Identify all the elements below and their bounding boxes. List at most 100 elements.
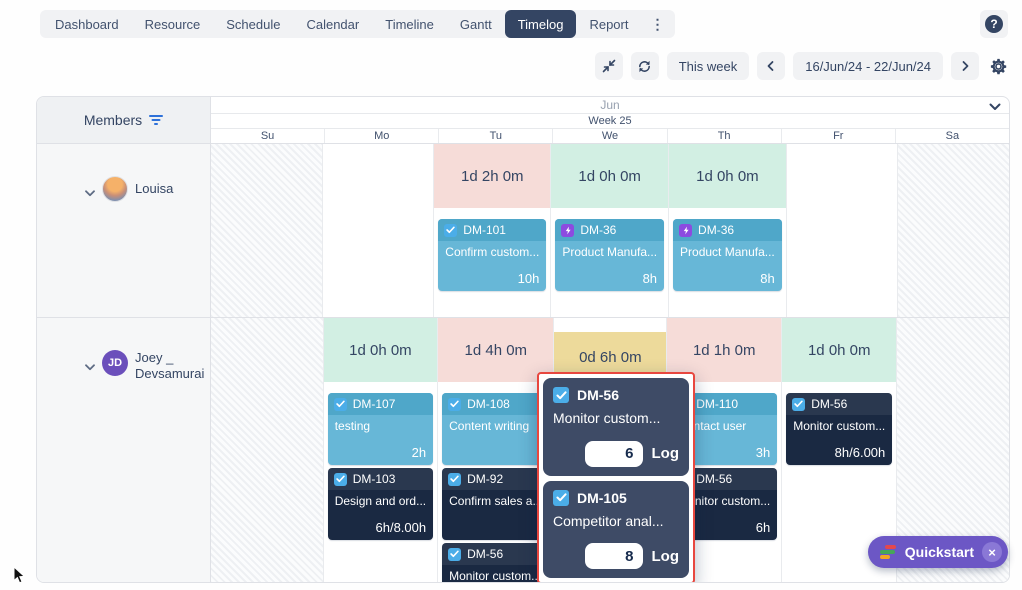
task-card[interactable]: DM-56 Monitor custom... 8h/6.00h: [786, 393, 893, 465]
card-title: Product Manufa...: [680, 245, 775, 259]
day-header-fr: Fr: [782, 129, 896, 143]
tab-resource[interactable]: Resource: [144, 16, 201, 32]
log-hours-input[interactable]: [584, 543, 643, 569]
daily-total-badge[interactable]: 1d 0h 0m: [551, 144, 669, 208]
daily-total-badge[interactable]: 1d 0h 0m: [669, 144, 786, 208]
log-popup-item[interactable]: DM-56 Monitor custom... Log: [543, 378, 689, 476]
card-code: DM-56: [696, 472, 733, 486]
month-header: Jun: [211, 97, 1009, 114]
next-week-button[interactable]: [951, 52, 979, 80]
week-grid: 1d 2h 0m DM-101 Confirm custom... 10h 1d…: [211, 144, 1009, 317]
chevron-left-icon: [767, 61, 774, 71]
task-check-icon: [444, 223, 458, 237]
collapse-member-icon[interactable]: [85, 184, 95, 202]
task-check-icon: [792, 397, 806, 411]
popup-card-code: DM-105: [577, 489, 627, 506]
task-check-icon: [553, 387, 569, 403]
day-cell-mo: [323, 144, 435, 317]
popup-card-title: Competitor anal...: [553, 512, 664, 529]
card-code: DM-36: [580, 223, 617, 237]
day-cell-su: [211, 318, 324, 582]
tab-timeline[interactable]: Timeline: [385, 16, 434, 32]
member-cell-louisa[interactable]: Louisa: [37, 144, 211, 317]
prev-week-button[interactable]: [757, 52, 786, 80]
refresh-icon: [639, 60, 651, 72]
card-hours: 6h/8.00h: [375, 520, 427, 535]
daily-total-badge[interactable]: 1d 0h 0m: [782, 318, 897, 382]
task-card[interactable]: DM-108 Content writing: [442, 393, 550, 465]
day-header-th: Th: [668, 129, 782, 143]
task-card[interactable]: DM-92 Confirm sales a...: [442, 468, 550, 540]
member-cell-joey[interactable]: JD Joey _ Devsamurai: [37, 318, 211, 582]
day-cell-we: 1d 0h 0m DM-36 Product Manufa... 8h: [551, 144, 670, 317]
daily-total-badge[interactable]: 1d 4h 0m: [438, 318, 554, 382]
tab-dashboard[interactable]: Dashboard: [55, 16, 119, 32]
daily-total-badge[interactable]: 1d 2h 0m: [434, 144, 551, 208]
task-check-icon: [553, 489, 569, 506]
member-name: Louisa: [135, 181, 174, 196]
tab-schedule[interactable]: Schedule: [226, 16, 281, 32]
card-hours: 8h/6.00h: [834, 445, 886, 460]
tab-timelog[interactable]: Timelog: [504, 10, 577, 38]
card-title: Monitor custom...: [793, 419, 886, 433]
epic-bolt-icon: [561, 223, 575, 237]
tab-gantt[interactable]: Gantt: [459, 16, 492, 32]
task-card[interactable]: DM-101 Confirm custom... 10h: [438, 219, 547, 291]
card-code: DM-103: [352, 472, 396, 486]
collapse-member-icon[interactable]: [85, 358, 95, 376]
this-week-button[interactable]: This week: [666, 52, 750, 80]
collapse-timeline-icon[interactable]: [989, 100, 1001, 114]
card-title: Product Manufa...: [562, 245, 658, 259]
log-button[interactable]: Log: [651, 547, 680, 565]
log-hours-input[interactable]: [584, 440, 643, 467]
log-popup-item[interactable]: DM-105 Competitor anal... Log: [543, 480, 689, 578]
day-header-tu: Tu: [439, 129, 554, 143]
card-hours: 8h: [760, 271, 775, 286]
card-title: Confirm custom...: [445, 245, 540, 259]
refresh-button[interactable]: [630, 52, 659, 80]
daily-total-badge[interactable]: 1d 1h 0m: [667, 318, 782, 382]
member-row-joey: JD Joey _ Devsamurai 1d 0h 0m DM-107 test…: [37, 318, 1009, 582]
daily-total-badge[interactable]: 1d 0h 0m: [323, 318, 438, 382]
view-toolbar: This week 16/Jun/24 - 22/Jun/24: [594, 52, 1010, 80]
popup-card-title: Monitor custom...: [553, 410, 661, 426]
quickstart-close-icon[interactable]: ×: [982, 542, 1002, 562]
members-header: Members: [37, 97, 211, 144]
filter-icon[interactable]: [149, 114, 164, 126]
collapse-button[interactable]: [594, 52, 623, 80]
week-header: Week 25: [211, 114, 1009, 129]
quickstart-label: Quickstart: [904, 544, 974, 560]
task-check-icon: [448, 547, 462, 561]
date-range-button[interactable]: 16/Jun/24 - 22/Jun/24: [793, 52, 943, 80]
quickstart-logo-icon: [879, 544, 897, 560]
card-hours: 10h: [517, 271, 540, 286]
epic-bolt-icon: [679, 223, 693, 237]
chevron-right-icon: [962, 61, 969, 71]
card-title: Design and ord...: [334, 494, 427, 508]
task-card[interactable]: DM-56 Monitor custom...: [442, 543, 550, 582]
day-cell-tu: 1d 2h 0m DM-101 Confirm custom... 10h: [434, 144, 552, 317]
card-code: DM-36: [698, 223, 735, 237]
day-cell-tu: 1d 4h 0m DM-108 Content writing DM-92 Co…: [438, 318, 555, 582]
day-cell-sa: [898, 144, 1009, 317]
tab-calendar[interactable]: Calendar: [306, 16, 360, 32]
month-label: Jun: [600, 98, 620, 112]
task-card[interactable]: DM-36 Product Manufa... 8h: [673, 219, 782, 291]
day-cell-su: [211, 144, 323, 317]
card-code: DM-108: [467, 397, 510, 411]
tab-report[interactable]: Report: [589, 16, 629, 32]
popup-card-code: DM-56: [577, 387, 620, 403]
task-card[interactable]: DM-36 Product Manufa... 8h: [555, 219, 665, 291]
card-code: DM-56: [811, 397, 848, 411]
settings-button[interactable]: [987, 57, 1010, 76]
task-check-icon: [333, 397, 347, 411]
avatar-joey: JD: [102, 350, 128, 376]
log-button[interactable]: Log: [651, 445, 680, 462]
help-button[interactable]: ?: [980, 10, 1008, 38]
task-card[interactable]: DM-107 testing 2h: [327, 393, 434, 465]
more-tabs-button[interactable]: ⋮: [641, 10, 673, 38]
task-card[interactable]: DM-103 Design and ord... 6h/8.00h: [327, 468, 434, 540]
quickstart-button[interactable]: Quickstart ×: [867, 536, 1008, 568]
avatar-louisa: [102, 176, 128, 202]
day-cell-fr: 1d 0h 0m DM-56 Monitor custom... 8h/6.00…: [782, 318, 898, 582]
